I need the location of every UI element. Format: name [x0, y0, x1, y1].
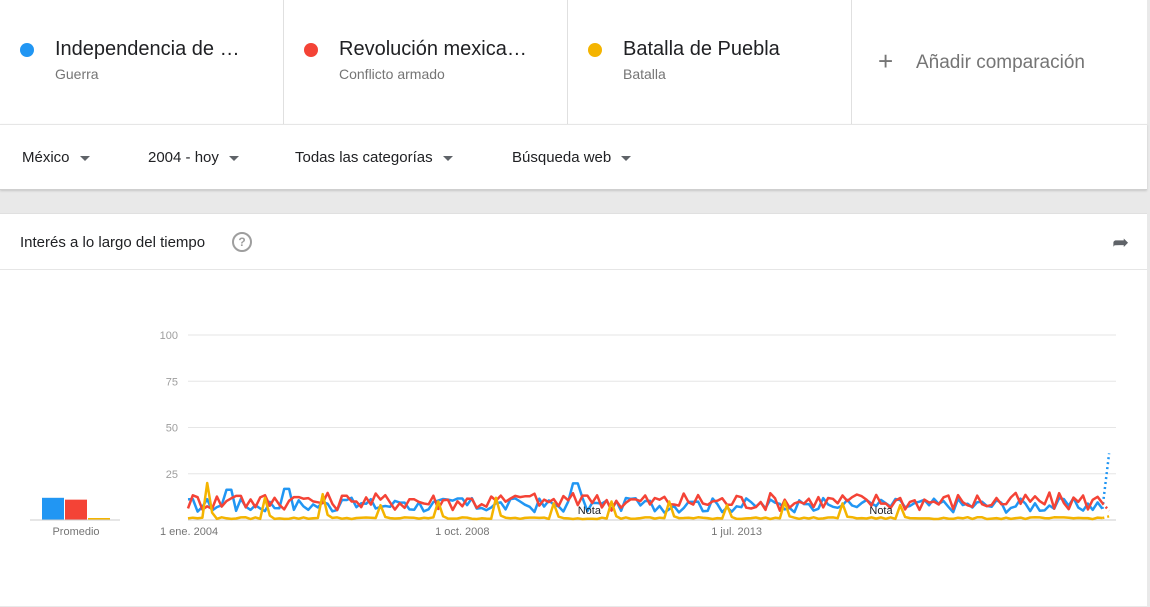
region-label: México — [22, 149, 70, 166]
term-2-type: Conflicto armado — [339, 66, 445, 82]
region-dropdown[interactable]: México — [22, 149, 90, 166]
chevron-down-icon — [228, 155, 239, 161]
y-tick-label: 75 — [166, 376, 178, 388]
x-tick-label: 1 oct. 2008 — [435, 526, 489, 538]
x-tick-label: 1 jul. 2013 — [711, 526, 762, 538]
plus-icon: + — [878, 46, 894, 76]
search-type-label: Búsqueda web — [512, 149, 612, 166]
term-1-color-dot — [20, 43, 34, 57]
series-partial-line — [1102, 515, 1110, 520]
average-bar — [65, 499, 87, 520]
card-title: Interés a lo largo del tiempo — [20, 234, 206, 251]
y-tick-label: 50 — [166, 423, 178, 435]
filter-bar: México 2004 - hoy Todas las categorías B… — [0, 124, 1147, 190]
term-card-2[interactable]: Revolución mexica… Conflicto armado — [284, 0, 568, 124]
term-1-name[interactable]: Independencia de … — [55, 38, 240, 60]
average-label: Promedio — [52, 526, 99, 538]
chevron-down-icon — [79, 155, 90, 161]
add-comparison-button[interactable]: + Añadir comparación — [852, 0, 1147, 124]
card-header: Interés a lo largo del tiempo ? ➦ — [0, 214, 1147, 270]
term-2-color-dot — [304, 43, 318, 57]
interest-chart: 100 75 50 25 1 ene. 2004 1 oct. 2008 1 jul. 20… — [30, 330, 1116, 538]
category-label: Todas las categorías — [295, 149, 433, 166]
term-1-type: Guerra — [55, 66, 99, 82]
term-3-type: Batalla — [623, 66, 666, 82]
term-3-name[interactable]: Batalla de Puebla — [623, 38, 780, 60]
series-partial-line — [1101, 502, 1111, 512]
term-2-name[interactable]: Revolución mexica… — [339, 38, 527, 60]
average-bar — [42, 497, 64, 520]
average-bar — [88, 518, 110, 520]
y-tick-label: 100 — [160, 330, 178, 342]
help-icon[interactable]: ? — [232, 232, 252, 252]
interest-over-time-card: Interés a lo largo del tiempo ? ➦ 100 75 5… — [0, 213, 1147, 606]
term-3-color-dot — [588, 43, 602, 57]
category-dropdown[interactable]: Todas las categorías — [295, 149, 453, 166]
search-type-dropdown[interactable]: Búsqueda web — [512, 149, 632, 166]
chevron-down-icon — [442, 155, 453, 161]
term-card-3[interactable]: Batalla de Puebla Batalla — [568, 0, 852, 124]
terms-bar: Independencia de … Guerra Revolución mex… — [0, 0, 1147, 124]
series-partial-line — [1101, 453, 1111, 509]
chevron-down-icon — [621, 155, 632, 161]
note-marker: Nota — [869, 505, 893, 517]
note-marker: Nota — [578, 505, 602, 517]
series-line — [186, 491, 1104, 512]
y-tick-label: 25 — [166, 469, 178, 481]
series-line — [187, 481, 1103, 521]
x-tick-label: 1 ene. 2004 — [160, 526, 218, 538]
period-label: 2004 - hoy — [148, 149, 219, 166]
term-card-1[interactable]: Independencia de … Guerra — [0, 0, 284, 124]
share-icon[interactable]: ➦ — [1112, 232, 1129, 254]
add-comparison-label: Añadir comparación — [916, 52, 1085, 73]
period-dropdown[interactable]: 2004 - hoy — [148, 149, 239, 166]
